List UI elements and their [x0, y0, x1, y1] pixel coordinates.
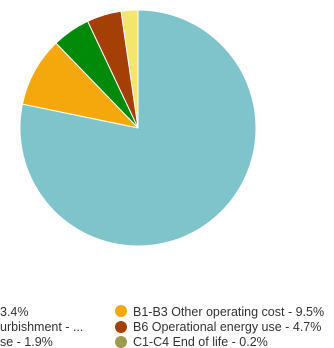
legend-label-right-1[interactable]: B1-B3 Other operating cost - 9.5%: [133, 305, 324, 319]
legend-right-column: B1-B3 Other operating cost - 9.5% B6 Ope…: [115, 305, 324, 348]
legend-marker-right-3[interactable]: [115, 336, 127, 348]
legend-marker-right-1[interactable]: [115, 305, 127, 317]
pie-slices-group: [19, 9, 257, 247]
legend-left-column: 3.4% urbishment - ... se - 1.9%: [0, 305, 83, 348]
legend-label-left-2: urbishment - ...: [0, 320, 83, 334]
legend-label-right-2[interactable]: B6 Operational energy use - 4.7%: [133, 320, 321, 334]
legend-marker-right-2[interactable]: [115, 321, 127, 333]
legend-label-right-3[interactable]: C1-C4 End of life - 0.2%: [133, 335, 268, 348]
legend-label-left-3: se - 1.9%: [0, 335, 53, 348]
pie-slice-5[interactable]: [19, 9, 257, 247]
legend-label-left-1: 3.4%: [0, 305, 29, 319]
